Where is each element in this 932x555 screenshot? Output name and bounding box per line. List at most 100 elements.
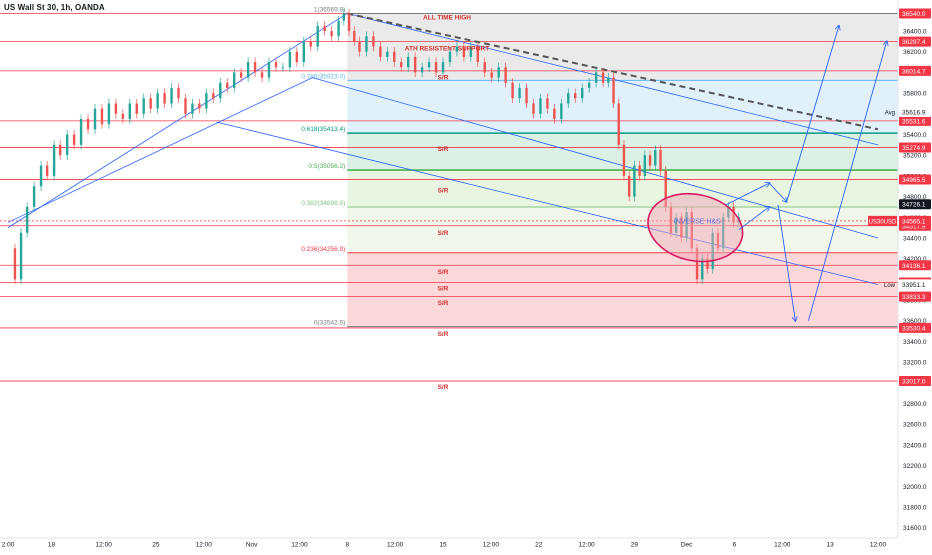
x-tick-label-15: 6	[733, 542, 737, 549]
candle-body-77	[532, 103, 535, 114]
candle-body-56	[386, 51, 389, 57]
candle-body-31	[219, 82, 222, 99]
fib-band-1	[347, 80, 898, 134]
x-tick-label-10: 12:00	[483, 542, 500, 549]
candle-body-7	[52, 144, 56, 176]
candle-body-57	[393, 51, 396, 63]
candle-body-24	[170, 87, 173, 104]
x-tick-label-16: 12:00	[774, 542, 791, 549]
candle-body-26	[184, 98, 187, 114]
y-tick-label-6: 32800.0	[903, 401, 927, 408]
candle-body-79	[546, 98, 549, 109]
candle-body-23	[163, 93, 166, 104]
sr-text-6: S/R	[438, 269, 449, 276]
candle-body-10	[72, 134, 76, 145]
candle-body-16	[114, 103, 118, 114]
candle-body-82	[567, 93, 570, 104]
x-tick-label-11: 22	[535, 542, 543, 549]
y-tick-label-23: 36200.0	[903, 49, 927, 56]
sr-text-7: S/R	[438, 286, 449, 293]
candle-body-72	[497, 67, 500, 78]
price-tag-bg-sr4	[899, 142, 931, 153]
channel-lower-line	[7, 77, 313, 223]
candle-body-43	[302, 41, 305, 63]
price-tag-sr4: 35274.9	[902, 145, 926, 152]
candle-body-13	[93, 108, 97, 130]
price-tag-bg-o3	[899, 279, 931, 290]
candle-body-89	[612, 77, 615, 104]
price-tag-sr3: 35531.6	[902, 118, 926, 125]
candle-body-17	[121, 113, 125, 119]
candle-body-90	[617, 103, 620, 145]
candle-body-86	[594, 72, 598, 83]
y-tick-label-5: 32600.0	[903, 422, 927, 429]
candle-body-96	[648, 155, 652, 166]
price-tag-o2: 34565.1	[902, 218, 926, 225]
fib-band-2	[347, 133, 898, 171]
channel-down-lower	[312, 77, 879, 239]
fib-band-5	[347, 252, 898, 327]
y-tick-label-0: 31600.0	[903, 525, 927, 532]
inverse-hs-ellipse	[647, 192, 744, 263]
dashed-trend-line	[347, 12, 879, 131]
y-tick-label-24: 36400.0	[903, 29, 927, 36]
candle-body-30	[212, 93, 215, 99]
candle-body-18	[128, 103, 131, 119]
x-tick-label-14: Dec	[681, 542, 693, 549]
fib-band-4	[347, 207, 898, 253]
candle-body-4	[32, 186, 36, 207]
candle-body-71	[490, 72, 493, 78]
candle-body-42	[295, 51, 299, 63]
price-tag-sr5: 34965.5	[902, 177, 926, 184]
y-tick-label-18: 35200.0	[903, 153, 927, 160]
candle-body-9	[65, 134, 69, 156]
y-tick-label-2: 32000.0	[903, 484, 927, 491]
fib-label-5: 0.236(34256.9)	[301, 246, 345, 253]
candle-body-81	[560, 103, 563, 119]
side-label-2: US30USD	[869, 219, 897, 225]
y-tick-label-16: 34800.0	[903, 194, 927, 201]
sr-text-4: S/R	[438, 187, 449, 194]
candle-body-21	[149, 98, 152, 109]
candle-body-59	[407, 56, 410, 68]
candle-body-3	[25, 206, 29, 233]
candle-body-36	[253, 62, 257, 73]
candle-body-73	[504, 67, 507, 83]
price-tag-bg-sr7	[899, 260, 931, 271]
candle-body-52	[358, 41, 361, 52]
side-label-bg-2	[868, 215, 897, 226]
candle-body-44	[309, 41, 312, 47]
candle-body-64	[441, 62, 445, 73]
sr-text-8: S/R	[438, 300, 449, 307]
candle-body-68	[469, 46, 473, 57]
price-tag-bg-sr9	[899, 291, 931, 302]
x-tick-label-5: Nov	[246, 542, 258, 549]
candle-body-62	[427, 62, 431, 68]
candle-body-49	[342, 13, 346, 21]
candle-body-105	[695, 248, 699, 280]
candle-body-98	[659, 150, 662, 171]
fib-label-6: 0(33542.5)	[314, 320, 345, 327]
y-tick-label-9: 33400.0	[903, 339, 927, 346]
candle-body-94	[638, 165, 641, 176]
sr-text-1: ATH RESISTENT SUPPORT	[405, 46, 489, 53]
y-tick-label-21: 35800.0	[903, 91, 927, 98]
candle-body-46	[323, 25, 326, 32]
y-tick-label-14: 34400.0	[903, 235, 927, 242]
candle-body-80	[553, 108, 556, 119]
candle-body-99	[664, 170, 667, 207]
candle-body-32	[226, 82, 229, 88]
sr-text-3: S/R	[438, 146, 449, 153]
candle-body-27	[191, 103, 194, 114]
fib-band-3	[347, 170, 898, 208]
projection-arrow-5	[807, 41, 886, 321]
candle-body-54	[372, 36, 375, 47]
x-tick-label-9: 15	[439, 542, 447, 549]
candle-body-88	[607, 77, 610, 83]
price-tag-bg-sr11	[899, 376, 931, 387]
x-tick-label-17: 13	[827, 542, 835, 549]
candle-body-107	[706, 258, 709, 269]
price-tag-sr0: 36540.0	[902, 11, 926, 18]
